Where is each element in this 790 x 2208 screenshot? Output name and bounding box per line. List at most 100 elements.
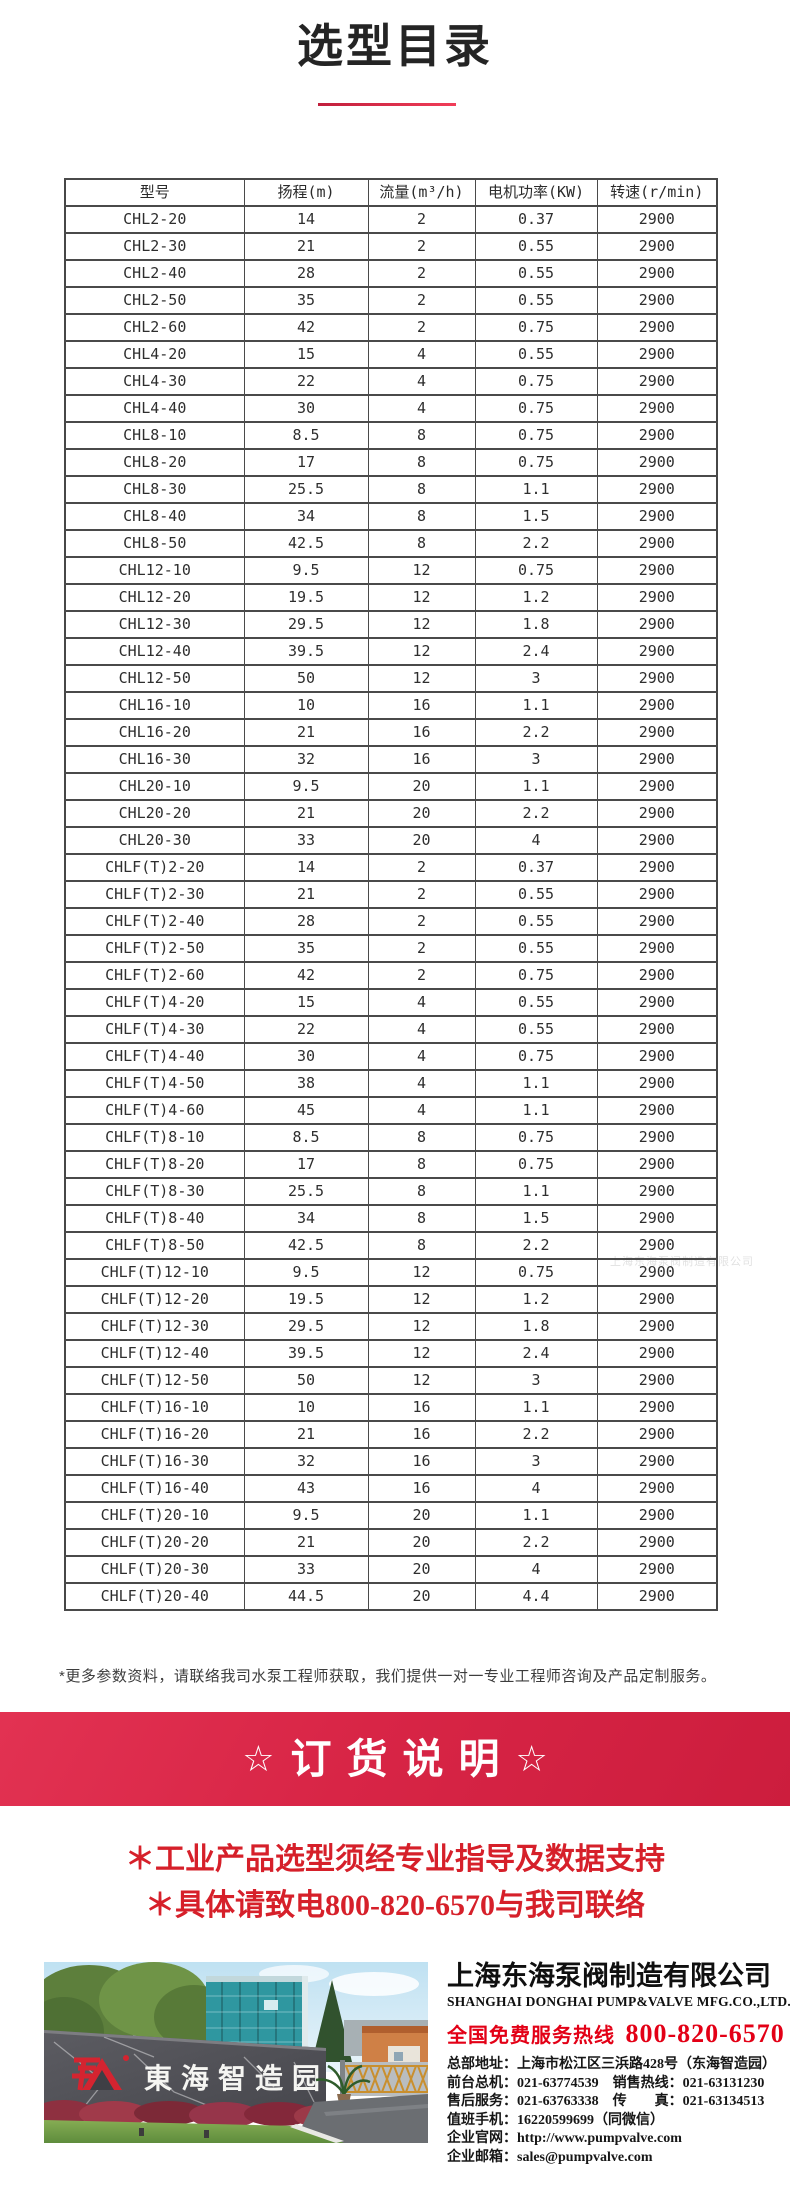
table-cell-head: 10 <box>243 691 369 720</box>
table-row: CHLF(T)2-30 21 2 0.55 2900 <box>64 880 718 909</box>
table-cell-model: CHLF(T)16-40 <box>64 1474 245 1503</box>
table-cell-flow: 8 <box>367 448 476 477</box>
table-cell-power: 0.75 <box>474 1150 598 1179</box>
table-cell-flow: 4 <box>367 988 476 1017</box>
table-cell-model: CHLF(T)8-50 <box>64 1231 245 1260</box>
watermark: 上海东海泵阀制造有限公司 <box>610 1256 754 1268</box>
table-cell-model: CHLF(T)20-10 <box>64 1501 245 1530</box>
table-cell-head: 17 <box>243 448 369 477</box>
table-row: CHLF(T)16-10 10 16 1.1 2900 <box>64 1393 718 1422</box>
table-cell-model: CHLF(T)12-50 <box>64 1366 245 1395</box>
table-cell-head: 28 <box>243 907 369 936</box>
table-cell-speed: 2900 <box>596 1555 718 1584</box>
table-cell-power: 1.8 <box>474 610 598 639</box>
table-cell-power: 1.1 <box>474 1393 598 1422</box>
table-cell-flow: 16 <box>367 1447 476 1476</box>
table-cell-flow: 20 <box>367 1555 476 1584</box>
table-cell-power: 0.37 <box>474 853 598 882</box>
table-cell-speed: 2900 <box>596 961 718 990</box>
table-cell-flow: 8 <box>367 1123 476 1152</box>
table-cell-power: 0.75 <box>474 421 598 450</box>
table-cell-model: CHLF(T)8-10 <box>64 1123 245 1152</box>
table-cell-power: 2.2 <box>474 1528 598 1557</box>
table-cell-model: CHL16-20 <box>64 718 245 747</box>
table-cell-flow: 16 <box>367 718 476 747</box>
table-row: CHLF(T)12-10 9.5 12 0.75 2900 <box>64 1258 718 1287</box>
table-cell-power: 1.1 <box>474 1501 598 1530</box>
table-cell-speed: 2900 <box>596 1366 718 1395</box>
table-cell-speed: 2900 <box>596 1177 718 1206</box>
sign-text: 東海智造园 <box>144 2063 329 2094</box>
table-body: CHL2-20 14 2 0.37 2900 CHL2-30 21 2 0.55 2900 CHL2… <box>64 205 718 1611</box>
table-cell-power: 0.55 <box>474 880 598 909</box>
table-cell-model: CHL4-20 <box>64 340 245 369</box>
company-name-cn: 上海东海泵阀制造有限公司 <box>447 1961 771 1991</box>
table-cell-model: CHL20-10 <box>64 772 245 801</box>
table-cell-power: 3 <box>474 1447 598 1476</box>
order-banner-title: 订货说明 <box>290 1735 515 1782</box>
table-cell-power: 4.4 <box>474 1582 598 1611</box>
table-cell-head: 30 <box>243 1042 369 1071</box>
photo-red-shrubs <box>44 2100 344 2128</box>
table-cell-speed: 2900 <box>596 1096 718 1125</box>
table-cell-head: 42 <box>243 961 369 990</box>
table-cell-head: 17 <box>243 1150 369 1179</box>
table-cell-power: 0.55 <box>474 934 598 963</box>
table-cell-flow: 12 <box>367 1258 476 1287</box>
table-cell-power: 0.75 <box>474 367 598 396</box>
table-cell-flow: 2 <box>367 880 476 909</box>
table-cell-speed: 2900 <box>596 1339 718 1368</box>
table-cell-speed: 2900 <box>596 1447 718 1476</box>
table-cell-flow: 8 <box>367 1177 476 1206</box>
table-cell-speed: 2900 <box>596 1150 718 1179</box>
table-row: CHLF(T)2-20 14 2 0.37 2900 <box>64 853 718 882</box>
table-cell-head: 9.5 <box>243 772 369 801</box>
table-cell-speed: 2900 <box>596 664 718 693</box>
table-cell-flow: 12 <box>367 583 476 612</box>
company-name-en: SHANGHAI DONGHAI PUMP&VALVE MFG.CO.,LTD. <box>447 1994 790 2010</box>
table-cell-speed: 2900 <box>596 799 718 828</box>
table-row: CHL16-20 21 16 2.2 2900 <box>64 718 718 747</box>
table-row: CHL20-30 33 20 4 2900 <box>64 826 718 855</box>
table-row: CHL8-20 17 8 0.75 2900 <box>64 448 718 477</box>
table-cell-head: 9.5 <box>243 556 369 585</box>
photo-entrance-gate <box>340 2060 428 2100</box>
table-cell-power: 2.2 <box>474 799 598 828</box>
contact-lines: 总部地址：上海市松江区三浜路428号（东海智造园） 前台总机：021-63774… <box>447 2056 790 2167</box>
star-icon: ☆ <box>242 1738 275 1779</box>
table-cell-power: 2.4 <box>474 637 598 666</box>
table-row: CHL8-40 34 8 1.5 2900 <box>64 502 718 531</box>
table-cell-speed: 2900 <box>596 1015 718 1044</box>
table-cell-head: 43 <box>243 1474 369 1503</box>
table-row: CHL2-20 14 2 0.37 2900 <box>64 205 718 234</box>
table-cell-model: CHLF(T)2-20 <box>64 853 245 882</box>
table-cell-flow: 4 <box>367 1069 476 1098</box>
table-cell-model: CHLF(T)12-20 <box>64 1285 245 1314</box>
table-cell-model: CHLF(T)12-30 <box>64 1312 245 1341</box>
table-cell-head: 32 <box>243 1447 369 1476</box>
table-row: CHLF(T)12-40 39.5 12 2.4 2900 <box>64 1339 718 1368</box>
table-row: CHLF(T)2-50 35 2 0.55 2900 <box>64 934 718 963</box>
donghai-logo <box>72 2055 129 2091</box>
table-cell-speed: 2900 <box>596 772 718 801</box>
table-cell-power: 1.5 <box>474 1204 598 1233</box>
table-cell-model: CHLF(T)2-40 <box>64 907 245 936</box>
table-cell-flow: 16 <box>367 1420 476 1449</box>
table-row: CHLF(T)2-40 28 2 0.55 2900 <box>64 907 718 936</box>
table-cell-speed: 2900 <box>596 502 718 531</box>
table-cell-speed: 2900 <box>596 421 718 450</box>
table-cell-flow: 16 <box>367 691 476 720</box>
table-cell-flow: 8 <box>367 529 476 558</box>
table-cell-flow: 2 <box>367 286 476 315</box>
table-row: CHLF(T)4-50 38 4 1.1 2900 <box>64 1069 718 1098</box>
photo-driveway <box>294 2094 428 2143</box>
table-cell-power: 1.2 <box>474 1285 598 1314</box>
photo-palm-plant <box>315 2064 371 2095</box>
table-cell-power: 1.5 <box>474 502 598 531</box>
table-row: CHLF(T)12-50 50 12 3 2900 <box>64 1366 718 1395</box>
table-cell-flow: 4 <box>367 1096 476 1125</box>
table-cell-model: CHL20-20 <box>64 799 245 828</box>
page-title: 选型目录 <box>297 20 493 72</box>
order-banner: ☆ 订货说明 ☆ <box>0 1712 790 1806</box>
table-row: CHLF(T)8-10 8.5 8 0.75 2900 <box>64 1123 718 1152</box>
